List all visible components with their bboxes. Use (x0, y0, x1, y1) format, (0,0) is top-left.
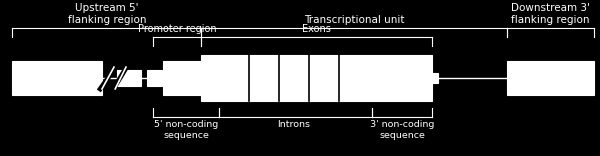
Bar (12, 61, 102, 95)
Bar (201, 55, 432, 101)
Text: Downstream 3'
flanking region: Downstream 3' flanking region (511, 2, 590, 25)
Bar (117, 70, 141, 86)
Text: Transcriptional unit: Transcriptional unit (304, 15, 404, 25)
Text: 5' non-coding
sequence: 5' non-coding sequence (154, 120, 218, 140)
Bar (507, 61, 594, 95)
Text: Exons: Exons (302, 24, 331, 34)
Text: Promoter region: Promoter region (137, 24, 217, 34)
Bar (432, 73, 438, 83)
Text: Upstream 5'
flanking region: Upstream 5' flanking region (68, 2, 146, 25)
Text: 3' non-coding
sequence: 3' non-coding sequence (370, 120, 434, 140)
Bar (163, 61, 201, 95)
Text: Introns: Introns (277, 120, 311, 129)
Bar (147, 70, 162, 86)
